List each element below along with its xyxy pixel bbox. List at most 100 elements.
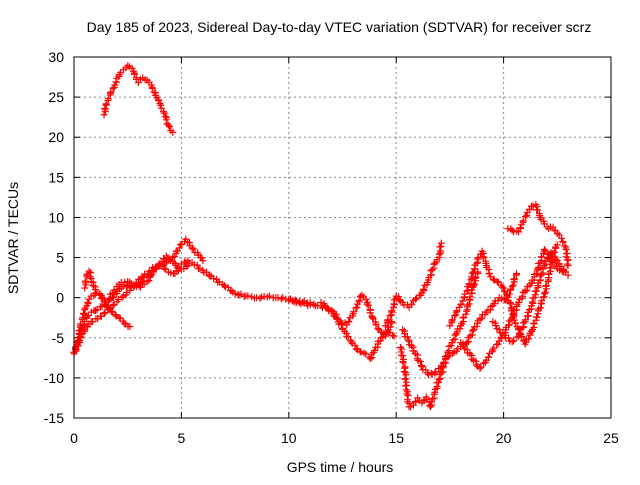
data-point <box>162 265 170 273</box>
data-point <box>537 271 545 279</box>
data-point <box>507 316 515 324</box>
data-point <box>536 272 544 280</box>
series-arc-12 <box>457 246 568 372</box>
data-point <box>76 336 84 344</box>
y-axis-label: SDTVAR / TECUs <box>5 182 21 294</box>
data-point <box>194 249 202 257</box>
data-point <box>207 272 215 280</box>
data-point <box>401 375 409 383</box>
data-point <box>559 238 567 246</box>
y-tick-label: 5 <box>56 250 64 266</box>
data-point <box>104 97 112 105</box>
data-point <box>80 309 88 317</box>
data-point <box>493 325 501 333</box>
data-point <box>173 247 181 255</box>
data-point <box>89 278 97 286</box>
data-point <box>130 67 138 75</box>
data-point <box>474 317 482 325</box>
data-point <box>358 291 366 299</box>
data-point <box>182 262 190 270</box>
data-point <box>244 292 252 300</box>
data-point <box>395 296 403 304</box>
data-point <box>272 294 280 302</box>
series-arc-1 <box>100 62 177 136</box>
data-point <box>189 245 197 253</box>
data-point <box>359 293 367 301</box>
data-point <box>310 300 318 308</box>
data-point <box>463 307 471 315</box>
data-point <box>166 255 174 263</box>
data-point <box>408 300 416 308</box>
data-point <box>374 325 382 333</box>
data-point <box>480 253 488 261</box>
data-point <box>167 127 175 135</box>
data-point <box>227 286 235 294</box>
data-point <box>510 228 518 236</box>
data-point <box>527 305 535 313</box>
data-point <box>147 267 155 275</box>
x-tick-label: 20 <box>496 430 512 446</box>
data-point <box>473 258 481 266</box>
data-point <box>173 267 181 275</box>
data-point <box>479 253 487 261</box>
data-markers <box>70 62 572 411</box>
data-point <box>516 329 524 337</box>
x-tick-label: 15 <box>388 430 404 446</box>
data-point <box>256 294 264 302</box>
data-point <box>265 292 273 300</box>
y-tick-label: -5 <box>52 330 65 346</box>
data-point <box>526 329 534 337</box>
data-point <box>184 262 192 270</box>
data-point <box>389 332 397 340</box>
data-point <box>399 352 407 360</box>
plot-frame <box>73 56 612 419</box>
data-point <box>154 97 162 105</box>
data-point <box>123 288 131 296</box>
data-point <box>84 298 92 306</box>
data-point <box>509 281 517 289</box>
data-point <box>510 275 518 283</box>
data-point <box>542 281 550 289</box>
data-point <box>505 334 513 342</box>
data-point <box>321 302 329 310</box>
data-point <box>90 307 98 315</box>
data-point <box>552 255 560 263</box>
data-point <box>467 273 475 281</box>
data-point <box>347 336 355 344</box>
data-point <box>532 270 540 278</box>
data-point <box>130 283 138 291</box>
data-point <box>80 327 88 335</box>
chart-title: Day 185 of 2023, Sidereal Day-to-day VTE… <box>87 19 592 35</box>
data-point <box>99 295 107 303</box>
data-point <box>111 311 119 319</box>
data-point <box>314 302 322 310</box>
data-point <box>405 399 413 407</box>
data-point <box>472 361 480 369</box>
x-tick-label: 25 <box>603 430 619 446</box>
data-point <box>333 314 341 322</box>
data-point <box>440 358 448 366</box>
data-point <box>92 315 100 323</box>
data-point <box>545 253 553 261</box>
data-point <box>470 326 478 334</box>
data-point <box>523 211 531 219</box>
data-point <box>472 274 480 282</box>
data-point <box>563 260 571 268</box>
data-point <box>526 281 534 289</box>
data-point <box>118 293 126 301</box>
data-point <box>404 398 412 406</box>
data-point <box>74 342 82 350</box>
data-point <box>442 354 450 362</box>
data-point <box>353 303 361 311</box>
data-point <box>451 312 459 320</box>
data-point <box>112 78 120 86</box>
data-point <box>555 231 563 239</box>
data-point <box>388 307 396 315</box>
data-point <box>107 88 115 96</box>
y-tick-label: -15 <box>44 410 64 426</box>
data-point <box>115 285 123 293</box>
series-arc-7 <box>317 291 396 340</box>
series-arc-14 <box>489 249 572 346</box>
data-point <box>454 345 462 353</box>
